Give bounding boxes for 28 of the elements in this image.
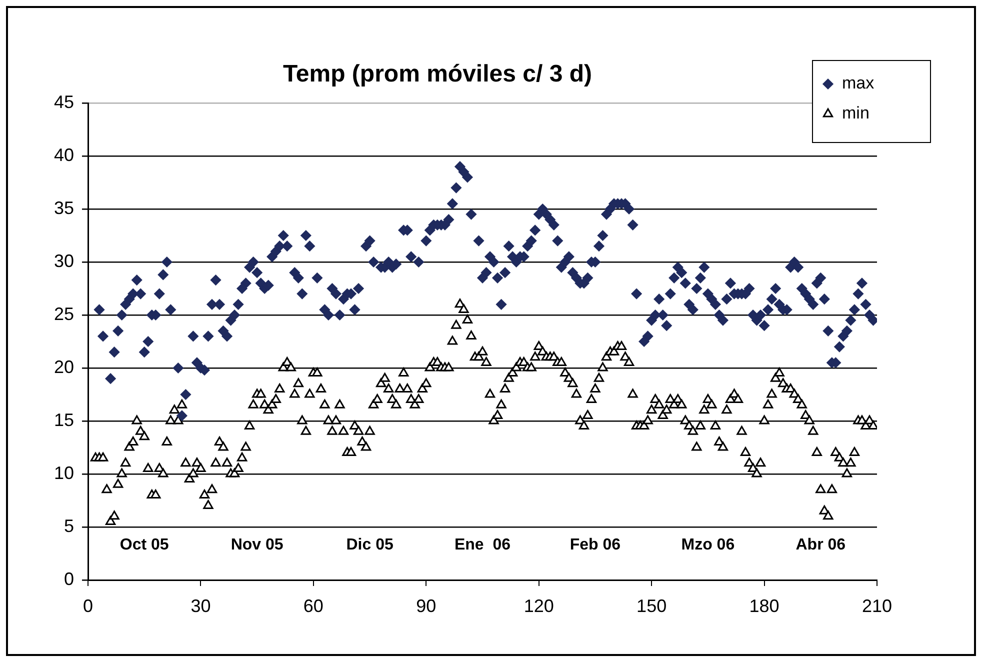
y-tick-label: 30 bbox=[54, 250, 74, 271]
x-tick-label: 0 bbox=[82, 596, 94, 616]
y-tick-label: 15 bbox=[54, 410, 74, 430]
legend-label: min bbox=[842, 104, 870, 123]
y-tick-label: 35 bbox=[54, 198, 74, 218]
annotation: Ene 06 bbox=[454, 536, 511, 554]
x-tick-label: 150 bbox=[636, 596, 667, 616]
y-tick-label: 10 bbox=[54, 462, 74, 483]
y-tick-label: 0 bbox=[64, 568, 74, 589]
annotation: Feb 06 bbox=[570, 536, 621, 554]
annotation: Dic 05 bbox=[346, 536, 394, 554]
y-tick-label: 25 bbox=[54, 304, 74, 324]
annotation: Oct 05 bbox=[120, 536, 169, 554]
y-tick-label: 5 bbox=[64, 516, 74, 536]
x-tick-label: 60 bbox=[303, 596, 324, 616]
annotation: Abr 06 bbox=[796, 536, 846, 554]
y-tick-label: 40 bbox=[54, 144, 74, 165]
x-tick-label: 30 bbox=[190, 596, 211, 616]
y-tick-label: 45 bbox=[54, 92, 74, 112]
x-tick-label: 90 bbox=[416, 596, 436, 616]
x-tick-label: 120 bbox=[524, 596, 554, 616]
chart-title: Temp (prom móviles c/ 3 d) bbox=[283, 60, 592, 88]
x-tick-label: 180 bbox=[749, 596, 780, 616]
annotation: Mzo 06 bbox=[681, 536, 735, 554]
legend-label: max bbox=[842, 74, 875, 93]
annotation: Nov 05 bbox=[230, 536, 284, 554]
x-tick-label: 210 bbox=[862, 596, 892, 616]
y-tick-label: 20 bbox=[54, 356, 74, 377]
